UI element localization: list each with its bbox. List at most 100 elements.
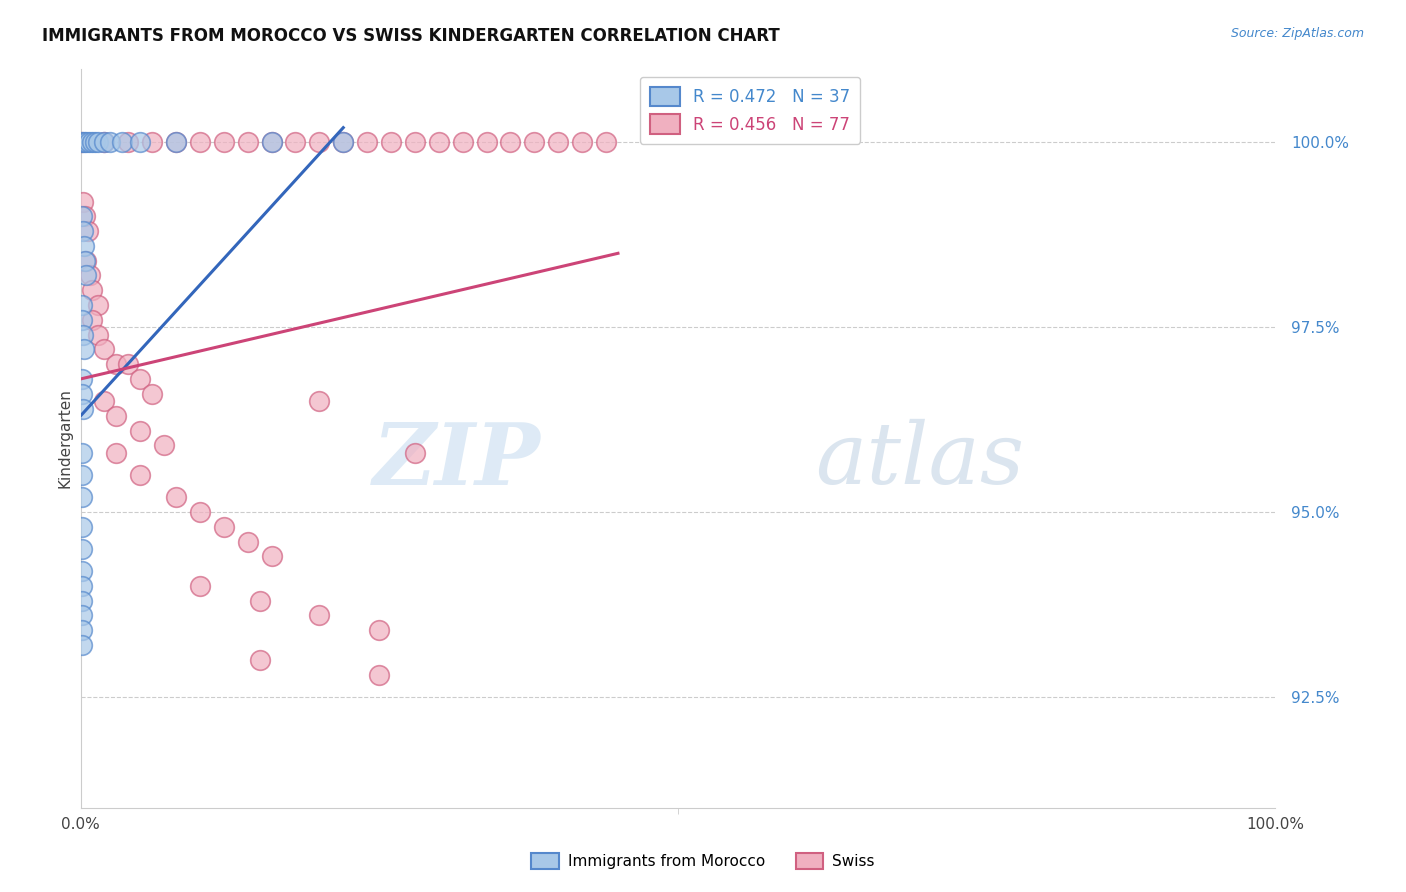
Point (70, 446, 93, 460)
Point (83, 136, 105, 150)
Point (70, 298, 93, 312)
Point (76, 136, 98, 150)
Point (380, 136, 402, 150)
Point (368, 624, 391, 638)
Point (70, 210, 93, 224)
Point (70, 520, 93, 534)
Point (70, 386, 93, 401)
Point (70, 624, 93, 638)
Point (249, 593, 271, 607)
Point (332, 136, 354, 150)
Point (153, 438, 176, 452)
Point (93, 136, 115, 150)
Point (100, 136, 122, 150)
Point (93, 136, 115, 150)
Point (499, 136, 522, 150)
Legend: Immigrants from Morocco, Swiss: Immigrants from Morocco, Swiss (524, 847, 882, 875)
Point (93, 394, 115, 409)
Point (451, 136, 474, 150)
Point (72, 224, 94, 238)
Point (82, 136, 104, 150)
Point (82, 283, 104, 297)
Point (105, 357, 128, 371)
Point (129, 468, 152, 483)
Text: Source: ZipAtlas.com: Source: ZipAtlas.com (1230, 27, 1364, 40)
Text: ZIP: ZIP (373, 418, 540, 502)
Point (141, 136, 163, 150)
Point (404, 136, 426, 150)
Point (141, 386, 163, 401)
Point (475, 136, 498, 150)
Point (236, 534, 259, 549)
Point (93, 343, 115, 357)
Point (308, 608, 330, 623)
Point (427, 136, 450, 150)
Point (70, 564, 93, 578)
Point (165, 136, 187, 150)
Point (87, 298, 110, 312)
Text: IMMIGRANTS FROM MOROCCO VS SWISS KINDERGARTEN CORRELATION CHART: IMMIGRANTS FROM MOROCCO VS SWISS KINDERG… (42, 27, 780, 45)
Point (70, 638, 93, 652)
Point (82, 313, 104, 327)
Point (284, 136, 307, 150)
Y-axis label: Kindergarten: Kindergarten (58, 388, 72, 488)
Point (75, 210, 97, 224)
Point (368, 667, 391, 681)
Point (308, 136, 330, 150)
Point (75, 253, 97, 268)
Point (236, 136, 259, 150)
Point (165, 490, 187, 504)
Point (70, 490, 93, 504)
Point (129, 424, 152, 438)
Point (129, 136, 152, 150)
Point (249, 653, 271, 667)
Point (595, 136, 617, 150)
Point (111, 136, 134, 150)
Point (260, 136, 283, 150)
Text: atlas: atlas (815, 419, 1024, 501)
Point (332, 136, 354, 150)
Point (129, 372, 152, 386)
Point (76, 253, 98, 268)
Point (72, 401, 94, 416)
Point (70, 468, 93, 483)
Point (69, 136, 91, 150)
Point (260, 136, 283, 150)
Point (260, 549, 283, 564)
Point (571, 136, 593, 150)
Point (79, 268, 101, 283)
Point (70, 136, 93, 150)
Point (87, 136, 110, 150)
Point (188, 136, 211, 150)
Point (72, 327, 94, 342)
Point (188, 505, 211, 519)
Point (523, 136, 546, 150)
Point (70, 372, 93, 386)
Point (105, 409, 128, 423)
Point (70, 579, 93, 593)
Point (70, 608, 93, 623)
Point (404, 446, 426, 460)
Point (117, 136, 139, 150)
Point (105, 446, 128, 460)
Point (77, 136, 100, 150)
Legend: R = 0.472   N = 37, R = 0.456   N = 77: R = 0.472 N = 37, R = 0.456 N = 77 (640, 77, 860, 144)
Point (117, 357, 139, 371)
Point (73, 343, 96, 357)
Point (73, 136, 96, 150)
Point (76, 268, 98, 283)
Point (165, 136, 187, 150)
Point (70, 313, 93, 327)
Point (212, 520, 235, 534)
Point (72, 194, 94, 209)
Point (76, 224, 98, 238)
Point (70, 593, 93, 607)
Point (188, 579, 211, 593)
Point (308, 394, 330, 409)
Point (73, 239, 96, 253)
Point (356, 136, 378, 150)
Point (212, 136, 235, 150)
Point (87, 327, 110, 342)
Point (547, 136, 569, 150)
Point (70, 541, 93, 556)
